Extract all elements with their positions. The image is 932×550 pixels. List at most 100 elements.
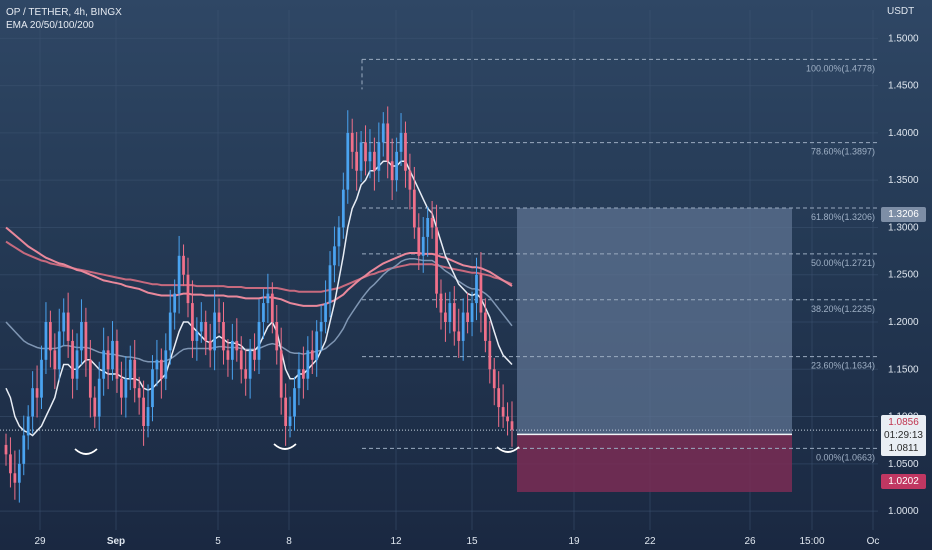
- candle-body: [310, 350, 314, 360]
- candle-body: [288, 416, 292, 426]
- last-price-tag: 1.0856 01:29:13 1.0811: [881, 415, 926, 456]
- candle-body: [333, 246, 336, 266]
- last-price-value: 1.0856: [888, 417, 919, 428]
- candle-body: [355, 151, 359, 171]
- candle-body: [226, 350, 230, 360]
- candle-body: [186, 274, 190, 304]
- candle-body: [142, 397, 145, 426]
- candle-body: [319, 322, 323, 332]
- x-tick-label: 19: [568, 536, 580, 547]
- candle-body: [66, 312, 70, 341]
- support-arc: [273, 443, 297, 450]
- candle-body: [444, 312, 447, 322]
- x-tick-label: Sep: [107, 536, 125, 547]
- candle-body: [381, 123, 385, 143]
- candle-body: [93, 397, 97, 417]
- candle-body: [17, 463, 21, 483]
- candle-body: [257, 322, 261, 360]
- y-tick-label: 1.0000: [888, 506, 919, 517]
- candle-body: [159, 359, 163, 379]
- candle-body: [346, 132, 350, 190]
- candle-body: [426, 218, 430, 237]
- candle-body: [421, 236, 425, 256]
- candle-body: [479, 274, 483, 313]
- candle-body: [173, 293, 177, 313]
- candle-body: [244, 369, 248, 379]
- fib-label: 0.00%(1.0663): [816, 452, 875, 462]
- candle-body: [146, 407, 150, 426]
- candle-body: [377, 142, 381, 171]
- candle-body: [315, 331, 319, 360]
- candle-body: [111, 340, 114, 370]
- y-tick-label: 1.3500: [888, 175, 919, 186]
- x-tick-label: 12: [390, 536, 402, 547]
- candle-body: [284, 397, 288, 426]
- candle-body: [466, 312, 469, 322]
- candle-body: [177, 255, 181, 294]
- candle-body: [501, 407, 505, 417]
- candle-body: [461, 312, 465, 341]
- candle-body: [199, 322, 203, 332]
- candle-body: [373, 151, 376, 171]
- candle-body: [9, 454, 12, 474]
- x-tick-label: 22: [644, 536, 656, 547]
- candle-body: [71, 340, 74, 379]
- chart-legend: OP / TETHER, 4h, BINGX EMA 20/50/100/200: [6, 6, 122, 32]
- candle-body: [430, 218, 434, 228]
- candle-body: [412, 189, 416, 228]
- candle-body: [448, 303, 452, 322]
- target-price-tag: 1.3206: [881, 207, 926, 222]
- candle-body: [230, 340, 234, 360]
- candle-body: [399, 132, 403, 152]
- y-tick-label: 1.3000: [888, 222, 919, 233]
- candles: [4, 106, 514, 503]
- candle-body: [97, 378, 101, 417]
- fib-label: 61.80%(1.3206): [811, 212, 875, 222]
- x-tick-label: 15:00: [799, 536, 824, 547]
- y-tick-label: 1.4000: [888, 128, 919, 139]
- candle-body: [510, 421, 514, 430]
- candle-body: [222, 322, 225, 351]
- candle-body: [182, 255, 185, 275]
- candle-body: [128, 359, 132, 379]
- candle-body: [417, 227, 421, 256]
- candle-body: [395, 151, 398, 181]
- currency-label: USDT: [887, 6, 915, 17]
- candle-body: [164, 350, 168, 379]
- y-tick-label: 1.5000: [888, 33, 919, 44]
- candle-body: [4, 444, 8, 455]
- candle-body: [368, 151, 372, 162]
- candle-body: [13, 473, 17, 483]
- x-tick-label: Oc: [867, 536, 880, 547]
- support-arc: [74, 448, 98, 455]
- candle-body: [306, 350, 310, 379]
- candle-body: [168, 312, 172, 351]
- candle-body: [106, 350, 110, 370]
- candle-body: [53, 350, 57, 370]
- fib-label: 23.60%(1.1634): [811, 361, 875, 371]
- candle-body: [26, 416, 30, 436]
- candle-body: [506, 416, 509, 422]
- candle-body: [120, 378, 123, 398]
- x-tick-label: 5: [215, 536, 221, 547]
- candle-body: [390, 161, 394, 181]
- candle-body: [84, 322, 88, 360]
- candle-body: [208, 340, 212, 351]
- candle-body: [492, 369, 496, 389]
- candle-body: [350, 132, 354, 152]
- candle-body: [275, 322, 279, 351]
- candle-body: [404, 132, 407, 171]
- y-tick-label: 1.2000: [888, 317, 919, 328]
- candle-body: [324, 303, 327, 322]
- candle-body: [49, 322, 52, 351]
- candle-body: [102, 350, 106, 379]
- candle-body: [386, 123, 390, 162]
- candle-body: [195, 331, 199, 341]
- x-tick-label: 15: [466, 536, 478, 547]
- countdown-value: 01:29:13: [884, 430, 923, 441]
- candle-body: [217, 312, 221, 322]
- stop-zone: [517, 434, 792, 492]
- candle-body: [62, 312, 66, 332]
- candle-body: [213, 312, 216, 351]
